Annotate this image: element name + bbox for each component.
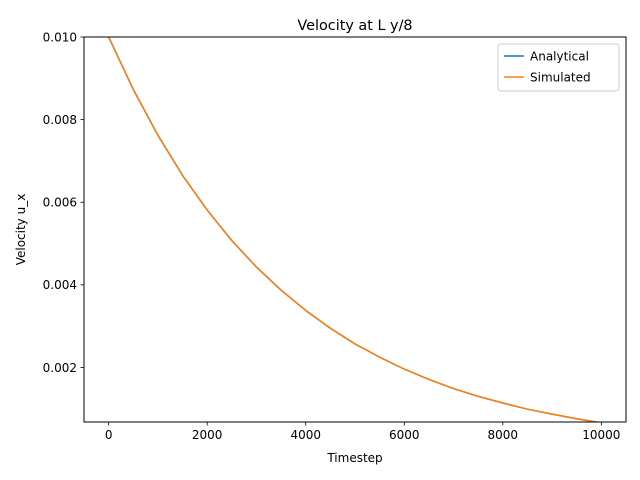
x-tick-label: 0 xyxy=(105,428,113,442)
plot-area xyxy=(107,37,601,422)
x-tick-label: 8000 xyxy=(488,428,519,442)
y-axis-label: Velocity u_x xyxy=(14,194,28,266)
x-tick-label: 2000 xyxy=(192,428,223,442)
series-line-analytical xyxy=(107,37,601,422)
legend-label-simulated: Simulated xyxy=(530,70,591,84)
axes-frame xyxy=(83,36,627,423)
y-axis: 0.002 0.004 0.006 0.008 0.010 xyxy=(43,30,84,375)
x-axis-label: Timestep xyxy=(326,451,382,465)
legend-label-analytical: Analytical xyxy=(530,49,589,63)
legend: Analytical Simulated xyxy=(497,43,620,92)
x-axis: 0 2000 4000 6000 8000 10000 xyxy=(105,422,620,442)
y-tick-label: 0.008 xyxy=(43,113,77,127)
x-tick-label: 6000 xyxy=(389,428,420,442)
chart-title: Velocity at L y/8 xyxy=(297,18,412,34)
x-tick-label: 4000 xyxy=(290,428,321,442)
y-tick-label: 0.004 xyxy=(43,278,77,292)
series-line-simulated xyxy=(107,37,601,422)
legend-box xyxy=(497,43,620,92)
y-tick-label: 0.002 xyxy=(43,361,77,375)
y-tick-label: 0.006 xyxy=(43,196,77,210)
y-tick-label: 0.010 xyxy=(43,30,77,44)
x-tick-label: 10000 xyxy=(582,428,620,442)
